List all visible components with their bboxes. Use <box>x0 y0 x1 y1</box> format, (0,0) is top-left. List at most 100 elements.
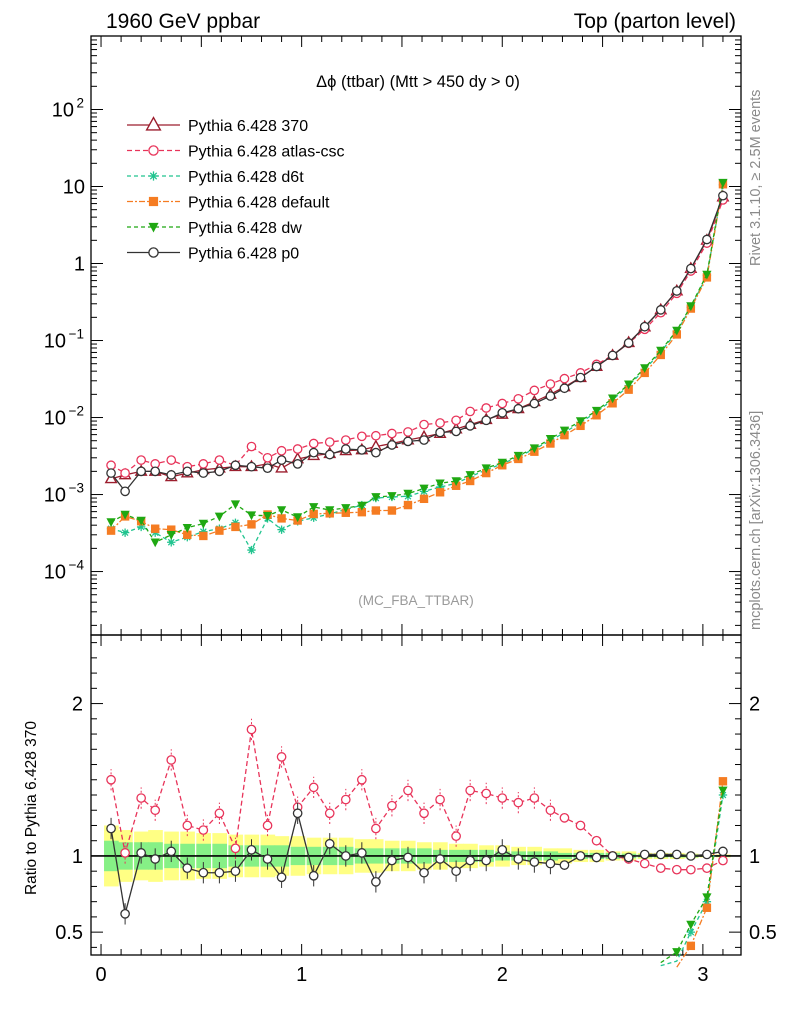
data-point <box>340 435 351 445</box>
data-point <box>246 461 257 472</box>
data-point <box>182 524 192 533</box>
data-point <box>671 286 682 296</box>
y-tick-label: 10 <box>63 176 85 198</box>
data-point <box>325 506 335 516</box>
data-point <box>230 460 241 471</box>
ratio-point <box>671 864 682 875</box>
data-point <box>356 431 367 442</box>
y-tick-exponent: −4 <box>69 558 85 573</box>
data-point <box>357 501 367 511</box>
data-point <box>607 350 618 361</box>
ratio-point <box>559 813 570 823</box>
data-point <box>435 427 445 438</box>
data-point <box>465 476 475 486</box>
data-point <box>166 470 177 480</box>
legend-marker <box>145 116 162 131</box>
data-point <box>672 326 682 336</box>
data-point <box>199 531 208 541</box>
data-point <box>292 444 303 454</box>
ratio-point <box>545 805 556 816</box>
data-point <box>341 504 351 513</box>
ratio-point <box>356 848 367 858</box>
data-point <box>198 468 209 478</box>
legend-marker <box>148 145 159 156</box>
ratio-point <box>718 846 728 857</box>
ratio-point <box>403 785 413 796</box>
ratio-point <box>451 831 461 841</box>
ratio-point <box>356 774 367 785</box>
ratio-point <box>214 808 225 819</box>
x-tick-label: 3 <box>697 964 708 986</box>
ratio-point <box>308 782 319 793</box>
data-point <box>435 418 445 428</box>
data-point <box>166 531 176 540</box>
ratio-point <box>591 852 602 863</box>
data-point <box>545 434 556 444</box>
data-point <box>559 383 570 394</box>
plot-watermark: (MC_FBA_TTBAR) <box>358 593 474 608</box>
data-point <box>167 538 176 547</box>
data-point <box>324 437 335 447</box>
ratio-point <box>182 820 193 831</box>
data-point <box>575 372 586 383</box>
ratio-series-pythia-6-428-p0 <box>106 802 728 925</box>
ratio-series-layer <box>106 718 728 968</box>
data-point <box>419 494 429 504</box>
main-panel: Δϕ (ttbar) (Mtt > 450 dy > 0) (MC_FBA_TT… <box>44 35 742 636</box>
legend-label: Pythia 6.428 atlas-csc <box>188 144 345 161</box>
ratio-series-line <box>660 794 724 967</box>
data-point <box>419 419 429 430</box>
data-point <box>481 464 491 474</box>
data-point <box>591 406 602 416</box>
ratio-point <box>150 854 161 864</box>
data-point <box>275 461 289 473</box>
ratio-frame <box>90 634 742 956</box>
ratio-point <box>655 849 666 860</box>
legend: Pythia 6.428 370 Pythia 6.428 atlas-csc Py… <box>127 116 345 263</box>
data-point <box>465 406 476 417</box>
ratio-series-line <box>676 781 724 968</box>
data-point <box>591 361 602 372</box>
ratio-point <box>371 877 381 887</box>
ratio-point <box>387 800 397 811</box>
y-tick-exponent: −2 <box>69 404 84 419</box>
ratio-point <box>575 851 586 861</box>
header-left: 1960 GeV ppbar <box>106 10 260 33</box>
data-point <box>262 463 273 474</box>
data-point <box>497 458 507 468</box>
ratio-point <box>513 797 524 808</box>
data-point <box>247 520 256 529</box>
ratio-point <box>308 870 319 881</box>
legend-entry: Pythia 6.428 370 <box>127 116 308 135</box>
y-tick-label: 10 <box>52 99 74 121</box>
ratio-point <box>276 872 287 883</box>
data-point <box>340 444 351 454</box>
legend-marker <box>148 171 159 181</box>
data-point <box>623 338 634 348</box>
ratio-y-label: Ratio to Pythia 6.428 370 <box>23 721 40 895</box>
data-point <box>276 455 287 465</box>
data-point <box>246 511 257 521</box>
data-point <box>309 509 318 519</box>
y-tick-label: 10 <box>44 331 66 353</box>
data-point <box>120 486 130 497</box>
ratio-point <box>230 866 241 877</box>
data-point <box>106 526 116 535</box>
ratio-point <box>403 852 413 863</box>
ratio-point <box>324 808 335 819</box>
ratio-point <box>230 843 241 854</box>
data-point <box>387 492 397 501</box>
data-point <box>624 380 634 390</box>
data-point <box>166 455 177 465</box>
ratio-point <box>262 854 273 864</box>
ratio-point <box>575 820 586 831</box>
data-point <box>451 477 461 487</box>
ratio-point <box>702 893 712 903</box>
data-point <box>150 524 160 533</box>
data-point <box>718 190 728 201</box>
data-point <box>182 466 193 477</box>
legend-entry: Pythia 6.428 p0 <box>127 246 299 263</box>
ratio-point <box>686 920 696 930</box>
ratio-point <box>387 855 397 866</box>
